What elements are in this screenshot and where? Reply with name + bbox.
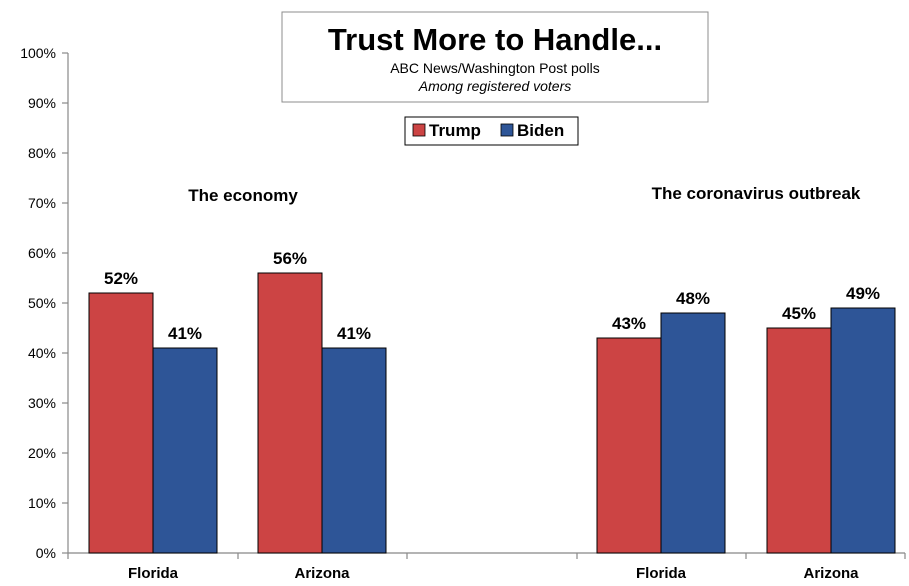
group-label-coronavirus: The coronavirus outbreak	[652, 184, 861, 203]
data-label: 56%	[273, 249, 307, 268]
axis-layer: 0% 10% 20% 30% 40% 50% 60% 70% 80% 90% 100% Florid…	[20, 45, 906, 582]
y-tick-label: 90%	[28, 95, 56, 111]
x-category-label: Arizona	[294, 565, 350, 581]
title-box-frame	[281, 11, 709, 103]
y-ticks: 0% 10% 20% 30% 40% 50% 60% 70% 80% 90% 100%	[20, 45, 68, 561]
data-label: 41%	[168, 324, 202, 343]
chart-subtitle-2: Among registered voters	[418, 78, 572, 94]
bar-trump	[88, 292, 154, 554]
bar-biden	[152, 347, 218, 554]
legend-label-biden: Biden	[517, 121, 564, 140]
data-label: 45%	[782, 304, 816, 323]
x-category-label: Florida	[636, 565, 687, 581]
legend-frame	[404, 116, 579, 146]
y-tick-label: 20%	[28, 445, 56, 461]
y-tick-label: 0%	[36, 545, 56, 561]
bars-layer: 52% 41% 56% 41% 43% 48% 45% 49%	[88, 249, 896, 554]
legend-label-trump: Trump	[429, 121, 481, 140]
legend-swatch-trump	[412, 123, 426, 137]
chart-subtitle: ABC News/Washington Post polls	[390, 60, 600, 76]
group-label-economy: The economy	[188, 186, 298, 205]
bar-trump	[257, 272, 323, 554]
y-tick-label: 100%	[20, 45, 56, 61]
title-box: Trust More to Handle... ABC News/Washing…	[281, 11, 709, 103]
data-label: 52%	[104, 269, 138, 288]
y-tick-label: 50%	[28, 295, 56, 311]
bar-biden	[660, 312, 726, 554]
chart-title: Trust More to Handle...	[328, 22, 662, 57]
legend-swatch-biden	[500, 123, 514, 137]
x-ticks: Florida Arizona Florida Arizona	[67, 553, 906, 582]
y-tick-label: 70%	[28, 195, 56, 211]
x-category-label: Arizona	[803, 565, 859, 581]
data-label: 41%	[337, 324, 371, 343]
y-tick-label: 30%	[28, 395, 56, 411]
bar-trump	[766, 327, 832, 554]
y-tick-label: 40%	[28, 345, 56, 361]
data-label: 49%	[846, 284, 880, 303]
bar-biden	[830, 307, 896, 554]
y-tick-label: 10%	[28, 495, 56, 511]
x-category-label: Florida	[128, 565, 179, 581]
data-label: 48%	[676, 289, 710, 308]
y-tick-label: 80%	[28, 145, 56, 161]
y-tick-label: 60%	[28, 245, 56, 261]
bar-trump	[596, 337, 662, 554]
legend: Trump Biden	[404, 116, 579, 146]
data-label: 43%	[612, 314, 646, 333]
bar-biden	[321, 347, 387, 554]
